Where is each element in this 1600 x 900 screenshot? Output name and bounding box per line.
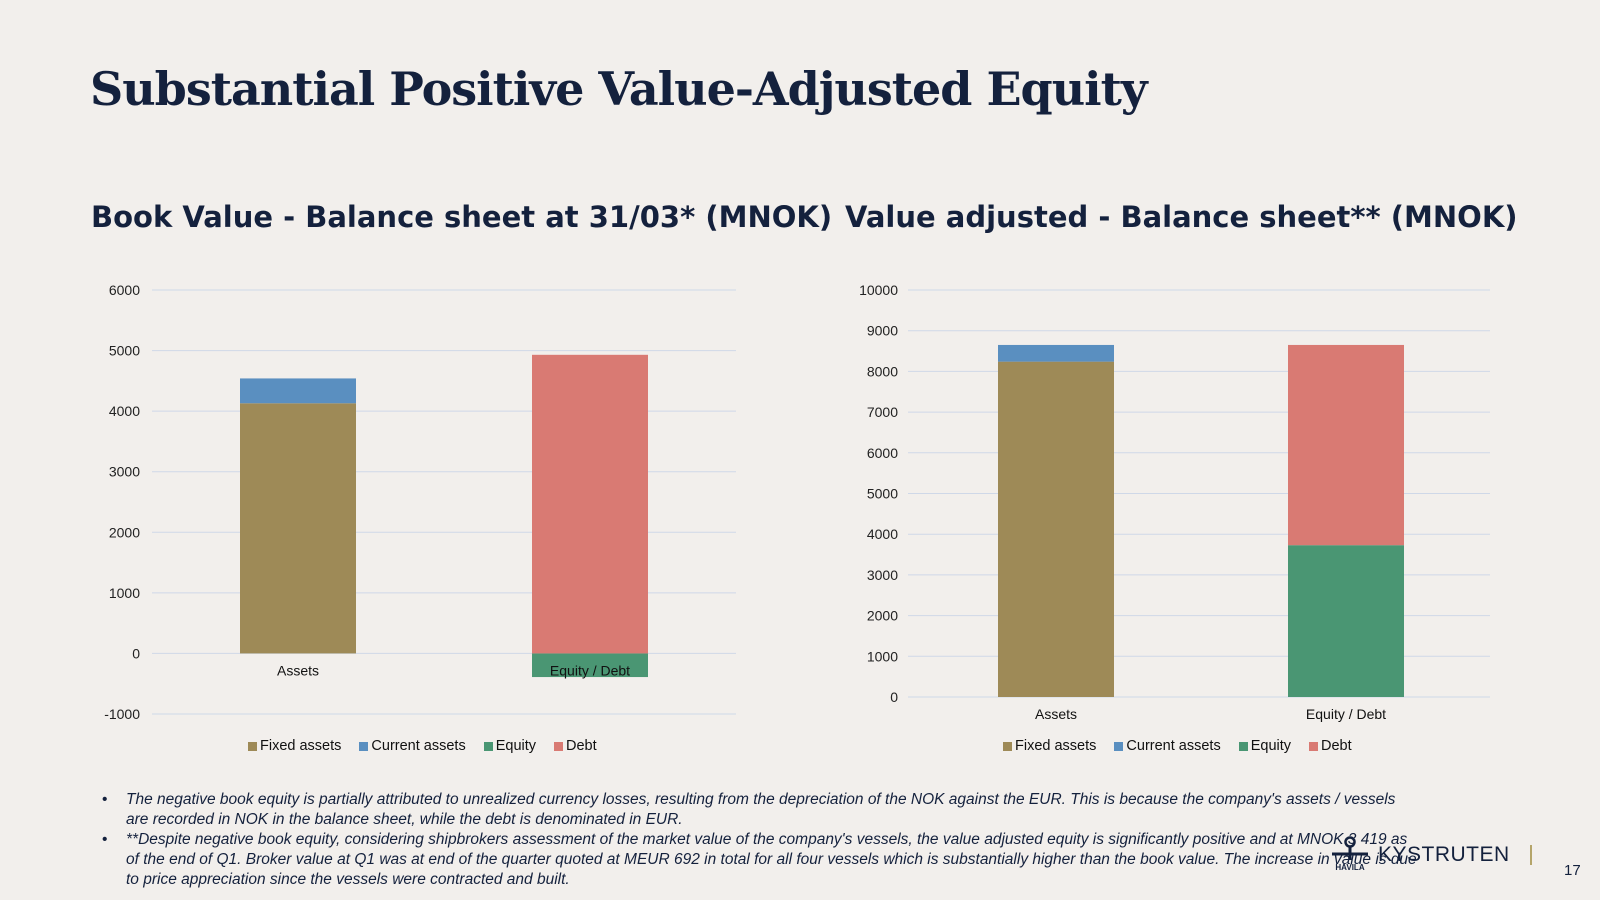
value-adjusted-heading-bold: Value adjusted xyxy=(845,200,1089,234)
legend-label: Debt xyxy=(566,738,597,754)
y-tick-label: 7000 xyxy=(867,404,898,420)
y-tick-label: 0 xyxy=(890,689,898,705)
book-value-heading: Book Value - Balance sheet at 31/03* (MN… xyxy=(91,200,832,234)
y-tick-label: 5000 xyxy=(867,486,898,502)
footnote-item: The negative book equity is partially at… xyxy=(102,790,1422,830)
legend-swatch xyxy=(1238,741,1248,751)
legend-swatch xyxy=(483,741,493,751)
y-tick-label: 2000 xyxy=(867,608,898,624)
bar-segment-equity xyxy=(532,653,648,678)
y-tick-label: 3000 xyxy=(867,567,898,583)
footnotes: The negative book equity is partially at… xyxy=(102,790,1422,890)
legend-label: Current assets xyxy=(371,738,466,754)
y-tick-label: 0 xyxy=(132,645,140,661)
legend-item-debt: Debt xyxy=(554,738,597,754)
page-number: 17 xyxy=(1564,862,1581,879)
bar-segment-equity xyxy=(1288,545,1404,697)
book-value-heading-rest: - Balance sheet at 31/03* (MNOK) xyxy=(273,200,833,234)
value-adjusted-heading: Value adjusted - Balance sheet** (MNOK) xyxy=(845,200,1518,234)
bar-segment-debt xyxy=(532,354,648,654)
bar-segment-fixed-assets xyxy=(998,361,1114,697)
x-category-label: Equity / Debt xyxy=(1306,706,1386,722)
legend-item-equity: Equity xyxy=(1238,738,1292,754)
legend-label: Current assets xyxy=(1126,738,1221,754)
footnote-item: **Despite negative book equity, consider… xyxy=(102,830,1422,890)
y-tick-label: -1000 xyxy=(104,706,140,722)
y-tick-label: 5000 xyxy=(109,343,140,359)
x-category-label: Assets xyxy=(1035,706,1077,722)
value-adjusted-legend: Fixed assets Current assets Equity Debt xyxy=(1003,738,1352,754)
slide-title: Substantial Positive Value-Adjusted Equi… xyxy=(90,62,1148,116)
legend-swatch xyxy=(248,741,257,751)
y-tick-label: 4000 xyxy=(109,403,140,419)
legend-label: Equity xyxy=(495,738,537,754)
legend-item-current-assets: Current assets xyxy=(359,738,466,754)
legend-item-fixed-assets: Fixed assets xyxy=(248,738,341,754)
y-tick-label: 1000 xyxy=(109,585,140,601)
legend-label: Debt xyxy=(1321,738,1352,754)
bar-segment-fixed-assets xyxy=(240,403,356,654)
bar-segment-debt xyxy=(1288,344,1404,546)
x-category-label: Equity / Debt xyxy=(550,662,630,678)
legend-label: Fixed assets xyxy=(260,738,342,754)
book-value-legend: Fixed assets Current assets Equity Debt xyxy=(248,738,597,754)
logo-brand-text: KYSTRUTEN xyxy=(1378,843,1510,866)
legend-item-debt: Debt xyxy=(1309,738,1352,754)
book-value-chart: -1000 0 1000 2000 3000 4000 5000 6000 Assets Equi… xyxy=(104,282,736,722)
legend-swatch xyxy=(1309,741,1319,751)
y-tick-label: 1000 xyxy=(867,648,898,664)
y-tick-label: 2000 xyxy=(109,524,140,540)
y-tick-label: 10000 xyxy=(859,282,898,298)
bar-segment-current-assets xyxy=(240,378,356,404)
legend-swatch xyxy=(1003,741,1012,751)
company-logo: HAVILA KYSTRUTEN xyxy=(1328,836,1532,874)
y-tick-label: 6000 xyxy=(867,445,898,461)
value-adjusted-heading-rest: - Balance sheet** (MNOK) xyxy=(1088,200,1518,234)
legend-item-equity: Equity xyxy=(483,738,537,754)
anchor-icon: HAVILA xyxy=(1328,836,1372,874)
legend-swatch xyxy=(554,741,564,751)
legend-item-fixed-assets: Fixed assets xyxy=(1003,738,1096,754)
book-value-heading-bold: Book Value xyxy=(91,200,274,234)
legend-swatch xyxy=(359,741,369,751)
y-tick-label: 3000 xyxy=(109,464,140,480)
legend-item-current-assets: Current assets xyxy=(1114,738,1221,754)
value-adjusted-chart: 0 1000 2000 3000 4000 5000 6000 7000 8000 9000 100… xyxy=(859,282,1490,722)
y-tick-label: 4000 xyxy=(867,526,898,542)
legend-label: Equity xyxy=(1250,738,1292,754)
logo-separator xyxy=(1529,845,1532,865)
legend-swatch xyxy=(1114,741,1124,751)
bar-segment-current-assets xyxy=(998,344,1114,362)
y-tick-label: 9000 xyxy=(867,323,898,339)
logo-small-text: HAVILA xyxy=(1335,863,1364,872)
legend-label: Fixed assets xyxy=(1015,738,1097,754)
y-tick-label: 8000 xyxy=(867,363,898,379)
y-tick-label: 6000 xyxy=(109,282,140,298)
x-category-label: Assets xyxy=(277,662,319,678)
